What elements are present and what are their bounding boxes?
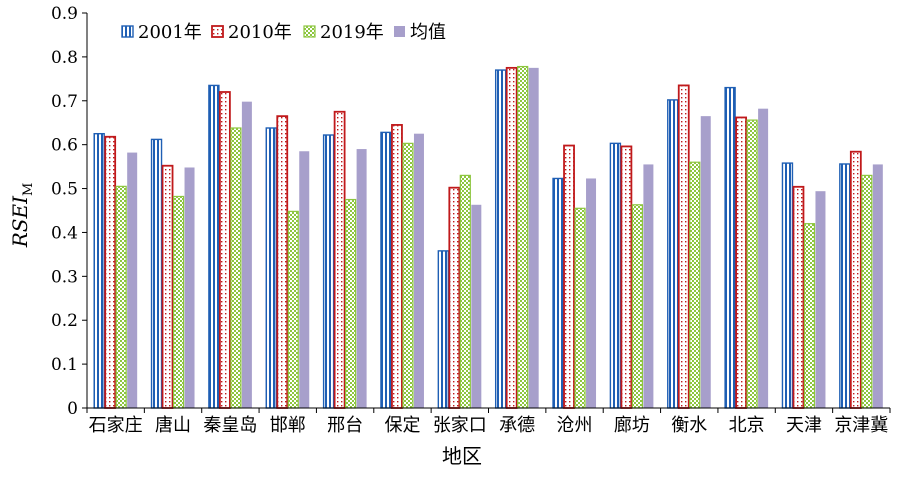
bar-3-1 <box>115 185 127 409</box>
bar-4-6 <box>413 133 424 408</box>
bar-1-7 <box>437 250 450 409</box>
bar-2-14 <box>849 150 862 409</box>
x-tick-label: 衡水 <box>671 415 707 436</box>
x-ticks: 石家庄 唐山 秦皇岛 邯郸 邢台 保定 张家口 承德 沧州 廊坊 衡水 北京 天津 京津冀 <box>86 408 891 436</box>
bar-4-4 <box>299 151 310 408</box>
legend-swatch-3 <box>303 25 316 38</box>
bar-2-7 <box>448 186 461 409</box>
y-axis-label-subscript: M <box>21 183 36 196</box>
x-tick-label: 石家庄 <box>89 415 143 436</box>
y-axis-label: RSEIM <box>8 183 36 249</box>
bar-2-4 <box>276 115 289 409</box>
bar-3-6 <box>402 142 414 409</box>
bar-1-14 <box>839 163 851 409</box>
x-tick-label: 廊坊 <box>614 415 650 436</box>
legend-swatch-1 <box>121 25 134 38</box>
x-tick-label: 北京 <box>729 415 765 436</box>
y-tick-label: 0.7 <box>51 92 78 112</box>
bar-2-1 <box>104 135 117 409</box>
bar-1-1 <box>93 132 105 409</box>
bar-3-10 <box>631 204 643 409</box>
bar-4-11 <box>700 116 711 408</box>
x-tick-label: 秦皇岛 <box>203 415 257 436</box>
bar-2-12 <box>735 116 748 409</box>
bar-4-5 <box>356 149 367 408</box>
x-tick-label: 张家口 <box>433 415 487 436</box>
legend-label-2: 2010年 <box>228 22 292 43</box>
bar-1-8 <box>494 69 507 409</box>
bar-1-11 <box>667 99 679 409</box>
bar-3-3 <box>230 127 242 409</box>
legend-swatch-4 <box>394 26 405 37</box>
bar-3-8 <box>517 65 529 409</box>
bar-4-8 <box>528 67 539 409</box>
bar-4-13 <box>815 191 826 408</box>
x-tick-label: 邯郸 <box>270 415 306 436</box>
x-tick-label: 唐山 <box>155 415 191 436</box>
bar-4-14 <box>872 164 883 408</box>
bar-2-3 <box>218 91 231 409</box>
bar-1-5 <box>322 134 335 409</box>
bar-2-2 <box>161 164 174 409</box>
y-tick-label: 0.9 <box>51 4 78 24</box>
bar-4-1 <box>127 152 138 408</box>
y-tick-label: 0.5 <box>51 180 78 200</box>
bar-1-13 <box>781 162 794 409</box>
x-tick-label: 沧州 <box>557 415 593 436</box>
bar-3-11 <box>689 161 701 409</box>
bar-2-8 <box>505 66 518 409</box>
bar-3-2 <box>172 195 185 409</box>
legend-label-4: 均值 <box>410 22 446 43</box>
legend-label-3: 2019年 <box>320 22 384 43</box>
y-tick-label: 0.6 <box>51 136 78 156</box>
bar-3-4 <box>287 210 299 409</box>
bar-2-13 <box>792 185 805 409</box>
bar-3-13 <box>803 223 816 409</box>
x-tick-label: 京津冀 <box>834 415 888 436</box>
bar-3-9 <box>574 207 586 409</box>
bar-1-3 <box>208 84 220 409</box>
bar-1-12 <box>724 86 736 409</box>
bar-3-7 <box>459 174 471 409</box>
y-tick-label: 0.4 <box>51 223 78 243</box>
bar-2-10 <box>620 145 633 409</box>
y-tick-label: 0 <box>67 399 78 419</box>
y-axis-label-main: RSEI <box>8 195 32 248</box>
bar-1-6 <box>380 131 392 409</box>
bar-4-12 <box>758 108 769 409</box>
bars-layer <box>93 65 883 409</box>
x-tick-label: 保定 <box>384 415 420 436</box>
y-tick-label: 0.2 <box>51 311 78 331</box>
bar-1-9 <box>552 177 564 409</box>
bar-3-12 <box>746 119 758 409</box>
x-axis-label: 地区 <box>442 444 482 468</box>
bar-4-9 <box>586 178 597 408</box>
bar-4-2 <box>184 167 195 408</box>
legend: 2001年 2010年 2019年 均值 <box>121 22 446 43</box>
bar-2-9 <box>563 144 575 409</box>
x-tick-label: 邢台 <box>327 415 363 436</box>
y-tick-label: 0.8 <box>51 48 78 68</box>
y-ticks: 0 0.1 0.2 0.3 0.4 0.5 0.6 0.7 0.8 0.9 <box>51 4 87 419</box>
legend-swatch-2 <box>211 25 224 38</box>
x-tick-label: 天津 <box>786 415 822 436</box>
legend-label-1: 2001年 <box>138 22 202 43</box>
bar-2-11 <box>677 84 690 409</box>
bar-2-6 <box>391 124 403 409</box>
bar-1-4 <box>265 127 277 409</box>
bar-4-3 <box>241 101 252 408</box>
y-tick-label: 0.1 <box>51 355 78 375</box>
y-tick-label: 0.3 <box>51 267 78 287</box>
bar-3-14 <box>861 174 873 409</box>
bar-1-10 <box>609 142 622 409</box>
bar-2-5 <box>333 110 346 409</box>
bar-4-10 <box>643 164 654 408</box>
x-tick-label: 承德 <box>499 415 535 436</box>
bar-1-2 <box>150 138 163 409</box>
bar-4-7 <box>471 204 482 408</box>
bar-3-5 <box>345 198 357 409</box>
